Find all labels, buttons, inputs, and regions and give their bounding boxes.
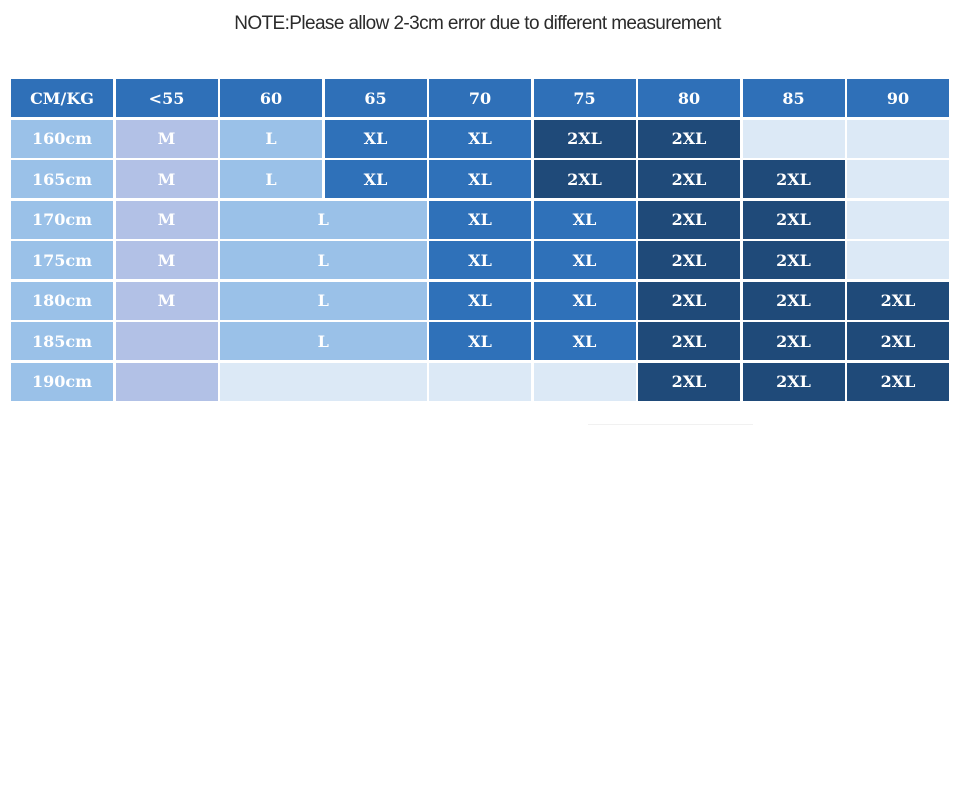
header-cell-65: 65 — [324, 79, 427, 117]
table-cell: M — [115, 160, 218, 198]
table-cell: XL — [324, 119, 427, 158]
table-cell: L — [220, 119, 322, 158]
row-header-175cm: 175cm — [11, 241, 113, 279]
table-cell — [847, 160, 949, 198]
table-cell: XL — [429, 322, 531, 360]
table-cell: 2XL — [742, 362, 845, 401]
table-cell: L — [220, 241, 427, 279]
table-cell — [742, 119, 845, 158]
table-cell: XL — [533, 281, 636, 320]
size-chart-table: CM/KG <55 60 65 70 75 80 85 90 160cm M L… — [11, 79, 949, 401]
table-cell: 2XL — [742, 241, 845, 279]
table-cell — [533, 362, 636, 401]
table-cell: XL — [324, 160, 427, 198]
table-cell: M — [115, 200, 218, 239]
table-cell: 2XL — [742, 160, 845, 198]
header-cell-80: 80 — [638, 79, 740, 117]
table-cell: 2XL — [638, 160, 740, 198]
table-cell: XL — [429, 200, 531, 239]
table-cell: M — [115, 119, 218, 158]
size-note: NOTE:Please allow 2-3cm error due to dif… — [234, 13, 721, 34]
table-cell: 2XL — [742, 322, 845, 360]
table-cell: 2XL — [847, 322, 949, 360]
header-cell-70: 70 — [429, 79, 531, 117]
table-cell: 2XL — [638, 362, 740, 401]
table-cell: XL — [429, 241, 531, 279]
table-cell: 2XL — [638, 119, 740, 158]
header-cell-90: 90 — [847, 79, 949, 117]
table-cell: 2XL — [638, 322, 740, 360]
row-header-190cm: 190cm — [11, 362, 113, 401]
table-cell — [847, 119, 949, 158]
header-cell-60: 60 — [220, 79, 322, 117]
table-cell: L — [220, 160, 322, 198]
table-cell — [847, 200, 949, 239]
row-header-170cm: 170cm — [11, 200, 113, 239]
table-cell: 2XL — [638, 200, 740, 239]
table-cell: 2XL — [847, 281, 949, 320]
table-cell: L — [220, 281, 427, 320]
table-cell: 2XL — [533, 119, 636, 158]
table-cell: XL — [533, 322, 636, 360]
table-cell — [115, 322, 218, 360]
table-cell: 2XL — [638, 241, 740, 279]
header-cell-85: 85 — [742, 79, 845, 117]
table-cell: XL — [429, 281, 531, 320]
row-header-160cm: 160cm — [11, 119, 113, 158]
table-cell: L — [220, 200, 427, 239]
table-cell: 2XL — [638, 281, 740, 320]
table-cell — [847, 241, 949, 279]
row-header-185cm: 185cm — [11, 322, 113, 360]
table-cell: XL — [429, 160, 531, 198]
table-cell: 2XL — [742, 200, 845, 239]
header-cell-cm-kg: CM/KG — [11, 79, 113, 117]
table-cell — [115, 362, 218, 401]
table-cell: L — [220, 322, 427, 360]
table-cell: M — [115, 281, 218, 320]
row-header-180cm: 180cm — [11, 281, 113, 320]
header-cell-under-55: <55 — [115, 79, 218, 117]
table-cell: XL — [533, 200, 636, 239]
header-cell-75: 75 — [533, 79, 636, 117]
table-cell: XL — [429, 119, 531, 158]
divider — [588, 424, 753, 425]
table-cell: 2XL — [533, 160, 636, 198]
table-cell: M — [115, 241, 218, 279]
table-cell — [220, 362, 427, 401]
row-header-165cm: 165cm — [11, 160, 113, 198]
table-cell — [429, 362, 531, 401]
table-cell: 2XL — [742, 281, 845, 320]
table-cell: XL — [533, 241, 636, 279]
table-cell: 2XL — [847, 362, 949, 401]
